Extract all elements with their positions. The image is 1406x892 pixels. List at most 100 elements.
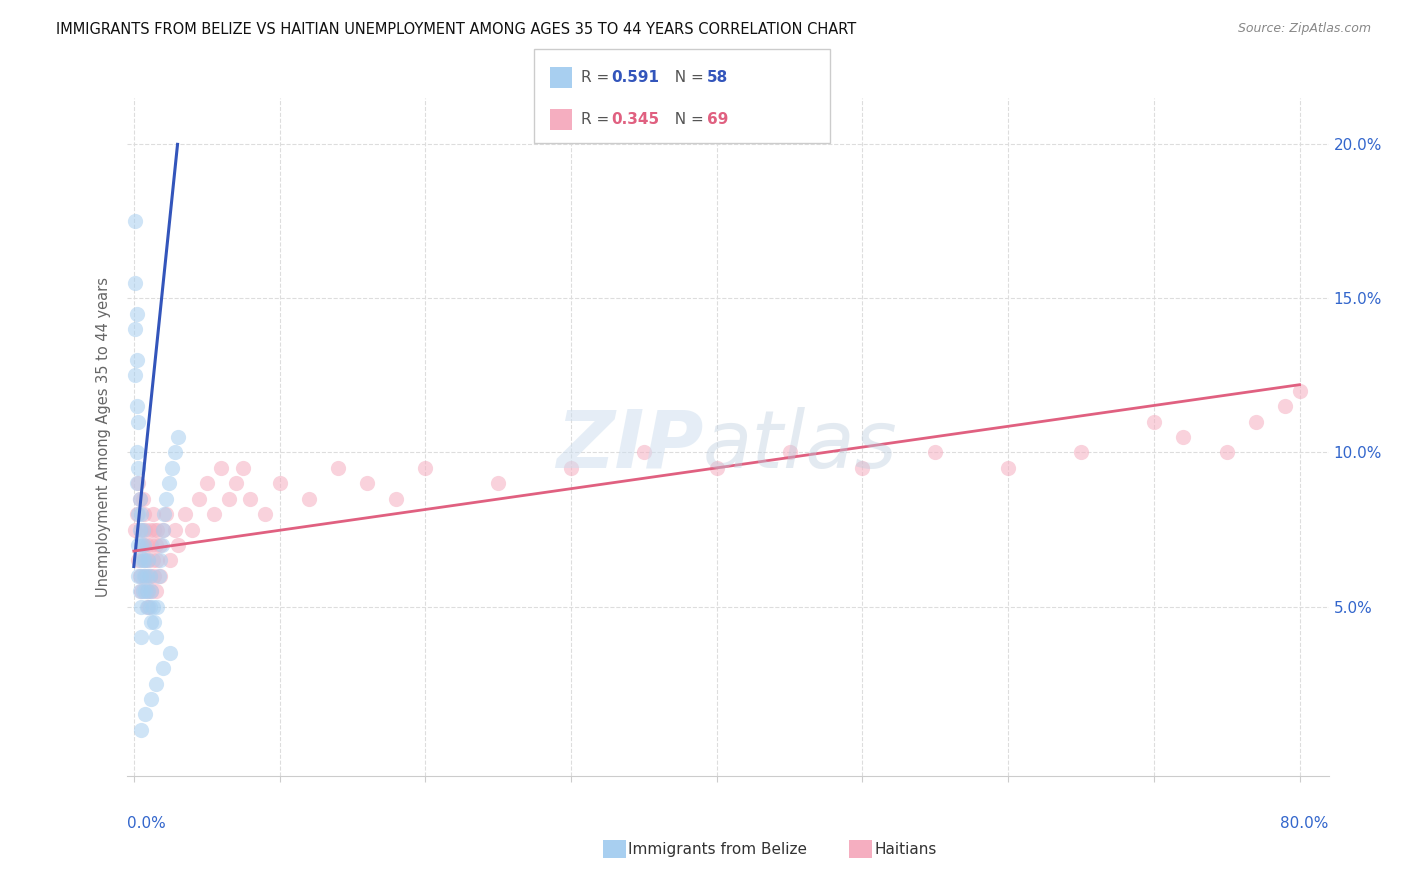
Point — [159, 646, 181, 660]
Point — [152, 523, 174, 537]
Point — [128, 491, 150, 506]
Point — [159, 553, 181, 567]
Text: Haitians: Haitians — [875, 842, 936, 856]
Point — [136, 599, 159, 614]
Point — [138, 599, 160, 614]
Point — [150, 538, 173, 552]
Point — [127, 461, 149, 475]
Point — [128, 523, 150, 537]
Point — [1274, 399, 1296, 413]
Text: ZIP: ZIP — [555, 407, 703, 485]
Point — [139, 599, 162, 614]
Point — [132, 507, 155, 521]
Point — [125, 353, 148, 368]
Point — [163, 445, 186, 459]
Point — [128, 584, 150, 599]
Point — [269, 476, 291, 491]
Point — [209, 461, 232, 475]
Point — [145, 676, 167, 690]
Text: 80.0%: 80.0% — [1281, 816, 1329, 831]
Point — [298, 491, 321, 506]
Point — [851, 461, 873, 475]
Point — [142, 553, 165, 567]
Point — [157, 476, 180, 491]
Point — [129, 523, 152, 537]
Point — [146, 523, 169, 537]
Point — [127, 538, 149, 552]
Point — [149, 568, 172, 582]
Point — [139, 568, 162, 582]
Point — [166, 430, 188, 444]
Point — [139, 568, 162, 582]
Text: R =: R = — [581, 112, 614, 128]
Point — [146, 599, 169, 614]
Point — [127, 553, 149, 567]
Point — [1244, 415, 1267, 429]
Point — [127, 507, 149, 521]
Y-axis label: Unemployment Among Ages 35 to 44 years: Unemployment Among Ages 35 to 44 years — [96, 277, 111, 597]
Point — [413, 461, 436, 475]
Point — [195, 476, 218, 491]
Point — [160, 461, 183, 475]
Point — [356, 476, 378, 491]
Point — [131, 584, 153, 599]
Point — [131, 553, 153, 567]
Point — [142, 599, 165, 614]
Point — [166, 538, 188, 552]
Point — [202, 507, 225, 521]
Point — [155, 507, 177, 521]
Point — [125, 476, 148, 491]
Point — [997, 461, 1019, 475]
Point — [131, 538, 153, 552]
Point — [142, 507, 165, 521]
Point — [132, 538, 155, 552]
Point — [924, 445, 946, 459]
Point — [124, 368, 146, 383]
Point — [132, 553, 155, 567]
Point — [131, 491, 153, 506]
Point — [1070, 445, 1092, 459]
Point — [149, 538, 172, 552]
Point — [129, 507, 152, 521]
Text: N =: N = — [665, 70, 709, 85]
Point — [633, 445, 655, 459]
Point — [141, 584, 163, 599]
Point — [134, 584, 156, 599]
Point — [143, 615, 166, 629]
Point — [136, 538, 159, 552]
Point — [124, 214, 146, 228]
Point — [163, 523, 186, 537]
Text: 58: 58 — [707, 70, 728, 85]
Point — [129, 584, 152, 599]
Point — [127, 568, 149, 582]
Point — [136, 584, 159, 599]
Point — [125, 307, 148, 321]
Point — [132, 568, 155, 582]
Point — [779, 445, 801, 459]
Point — [181, 523, 204, 537]
Point — [125, 399, 148, 413]
Point — [138, 553, 160, 567]
Point — [225, 476, 247, 491]
Point — [134, 707, 156, 722]
Point — [149, 553, 172, 567]
Point — [134, 553, 156, 567]
Point — [129, 631, 152, 645]
Point — [136, 568, 159, 582]
Point — [128, 568, 150, 582]
Point — [218, 491, 240, 506]
Point — [706, 461, 728, 475]
Point — [155, 491, 177, 506]
Text: R =: R = — [581, 70, 614, 85]
Point — [326, 461, 349, 475]
Point — [141, 615, 163, 629]
Point — [138, 584, 160, 599]
Text: N =: N = — [665, 112, 709, 128]
Text: Immigrants from Belize: Immigrants from Belize — [628, 842, 807, 856]
Point — [138, 553, 160, 567]
Point — [143, 523, 166, 537]
Point — [124, 523, 146, 537]
Point — [124, 276, 146, 290]
Point — [153, 507, 176, 521]
Point — [125, 507, 148, 521]
